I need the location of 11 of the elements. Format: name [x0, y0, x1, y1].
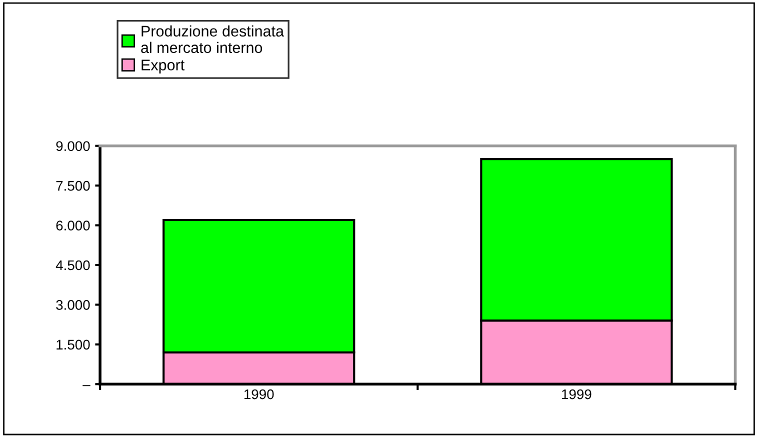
y-tick-label: 3.000	[56, 300, 90, 310]
y-tick-label: 7.500	[56, 180, 90, 191]
y-tick-label: 1.500	[56, 340, 90, 350]
x-tick-label: 1999	[562, 389, 592, 400]
y-tick-label: 6.000	[56, 220, 90, 230]
legend-label: Export	[142, 60, 185, 74]
y-tick-label: 9.000	[56, 141, 90, 152]
x-tick-label: 1990	[244, 389, 274, 400]
legend-label: Produzione destinata al mercato interno	[141, 25, 284, 54]
y-tick-label: 4.500	[56, 260, 90, 270]
y-tick-label: –	[82, 385, 90, 386]
